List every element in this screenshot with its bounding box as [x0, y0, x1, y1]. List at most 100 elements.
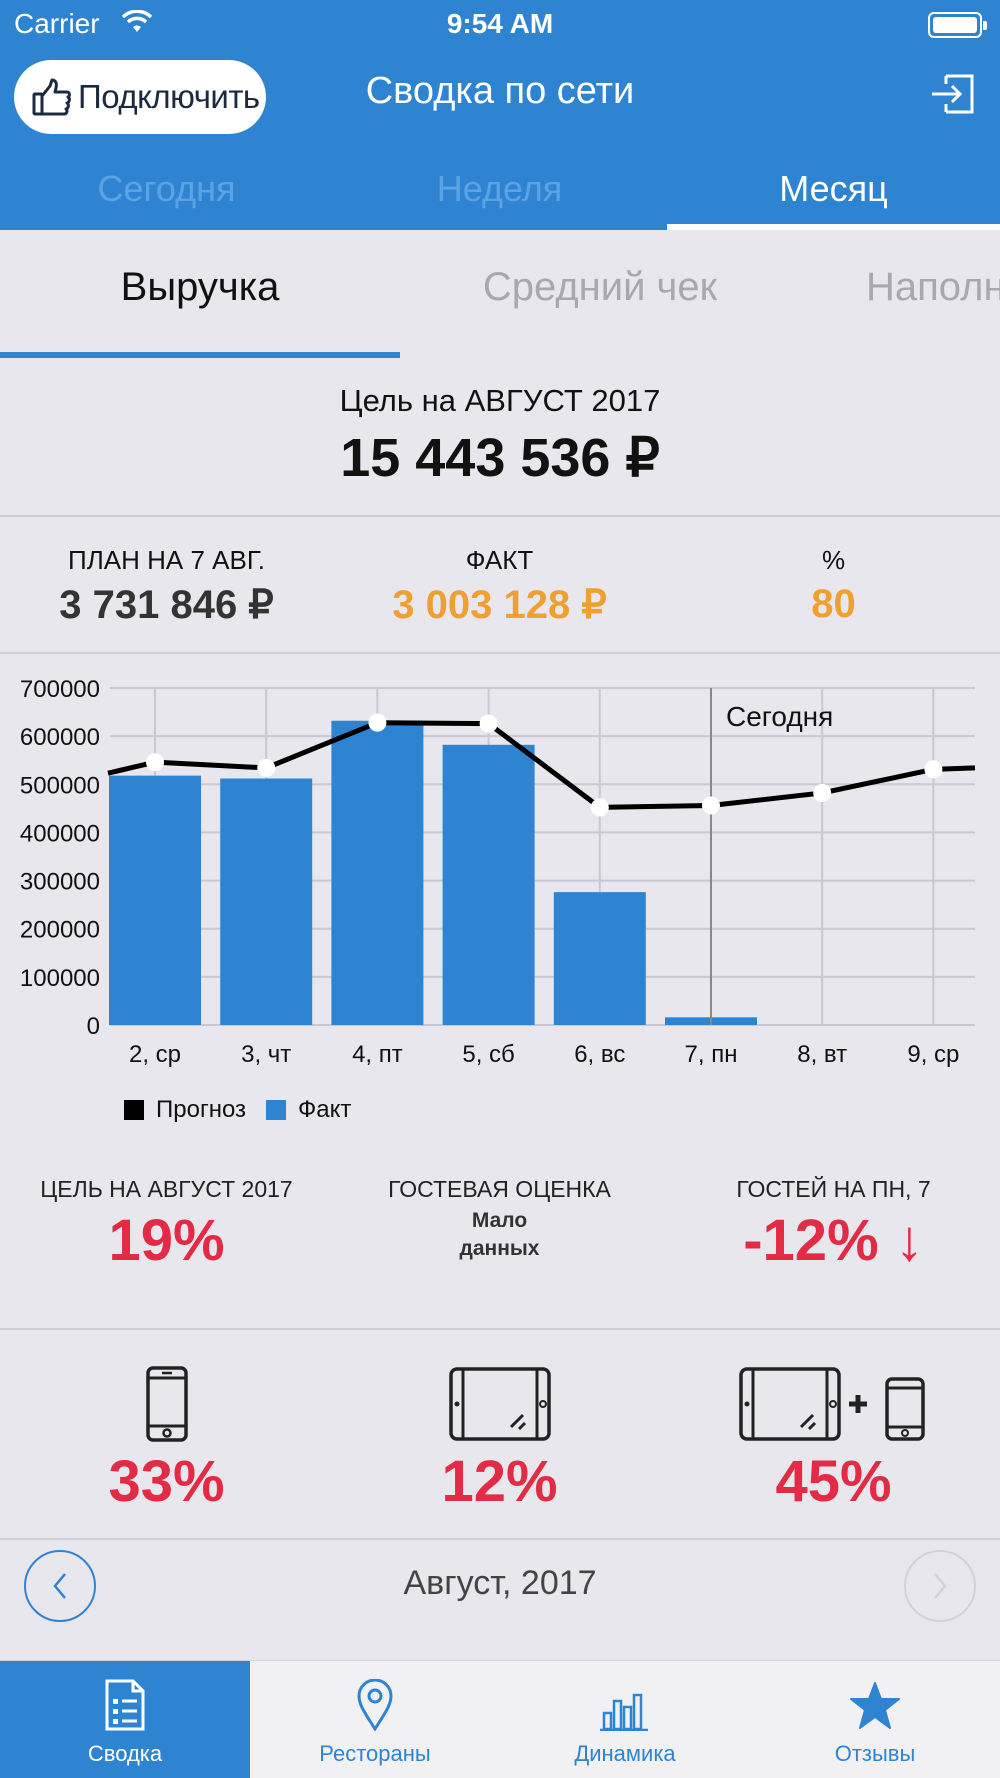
location-pin-icon [357, 1679, 393, 1731]
y-tick-label: 600000 [20, 724, 100, 751]
x-tick-label: 5, сб [462, 1041, 514, 1068]
y-tick-label: 500000 [20, 772, 100, 799]
status-time: 9:54 AM [446, 8, 554, 39]
page-title: Сводка по сети [365, 70, 635, 112]
kpi-guest-rating-note-2: данных [459, 1237, 540, 1260]
tab-week[interactable]: Неделя [436, 168, 563, 209]
y-tick-label: 400000 [20, 820, 100, 847]
kpi-goal-label: ЦЕЛЬ НА АВГУСТ 2017 [40, 1176, 293, 1202]
bar-fact [109, 775, 201, 1025]
point-forecast [257, 758, 276, 777]
stat-percent-value: 80 [811, 582, 856, 626]
device-tablet-phone-value: 45% [775, 1449, 892, 1514]
stat-plan-label: ПЛАН НА 7 АВГ. [68, 545, 265, 575]
tabbar-label-dynamics: Динамика [574, 1741, 676, 1766]
tab-month[interactable]: Месяц [779, 168, 888, 209]
x-tick-label: 7, пн [685, 1041, 738, 1068]
tabbar-label-reviews: Отзывы [834, 1741, 916, 1766]
stat-percent: % 80 [667, 545, 1000, 627]
x-tick-label: 8, вт [797, 1041, 847, 1068]
tab-fill[interactable]: Наполня [866, 265, 1000, 309]
chart-legend: Прогноз Факт [124, 1096, 351, 1124]
kpi-guests-label: ГОСТЕЙ НА ПН, 7 [736, 1176, 931, 1202]
device-phone: 33% [0, 1364, 333, 1515]
bar-fact [442, 744, 535, 1025]
stat-fact-value: 3 003 128 ₽ [392, 583, 607, 627]
stat-percent-label: % [821, 545, 846, 575]
y-tick-label: 300000 [20, 869, 100, 896]
device-tablet-phone: 45% [667, 1364, 1000, 1515]
kpi-guests-value: -12% ↓ [743, 1208, 924, 1273]
next-month-button[interactable] [904, 1550, 976, 1622]
device-tablet-value: 12% [441, 1449, 558, 1514]
kpi-guest-rating: ГОСТЕВАЯ ОЦЕНКА Мало данных [333, 1176, 666, 1263]
y-tick-label: 100000 [20, 965, 100, 992]
tablet-plus-phone-icon [738, 1367, 925, 1441]
summary-icon [105, 1679, 145, 1731]
star-icon [850, 1682, 900, 1729]
month-label: Август, 2017 [403, 1564, 597, 1602]
point-forecast [813, 783, 832, 802]
point-forecast [368, 713, 387, 732]
y-tick-label: 700000 [20, 676, 100, 703]
tabbar-item-reviews[interactable]: Отзывы [750, 1661, 1000, 1778]
thumbs-up-icon [32, 78, 71, 116]
revenue-chart: 0 100000 200000 300000 400000 500000 600000 700… [20, 676, 976, 1068]
x-tick-label: 2, ср [129, 1041, 181, 1068]
stat-fact: ФАКТ 3 003 128 ₽ [333, 545, 666, 628]
tabbar-item-restaurants[interactable]: Рестораны [250, 1661, 500, 1778]
bar-fact [553, 892, 646, 1025]
goal-label: Цель на АВГУСТ 2017 [339, 383, 661, 418]
device-tablet: 12% [333, 1364, 666, 1515]
period-tab-indicator [667, 224, 1000, 230]
stat-plan: ПЛАН НА 7 АВГ. 3 731 846 ₽ [0, 545, 333, 628]
chevron-right-icon [934, 1573, 947, 1599]
x-tick-label: 4, пт [352, 1041, 403, 1068]
series-line-forecast [107, 720, 976, 810]
x-tick-label: 9, ср [907, 1041, 959, 1068]
metric-tab-indicator [0, 352, 400, 358]
point-forecast [146, 753, 164, 772]
tabbar-item-summary[interactable]: Сводка [0, 1661, 250, 1778]
chevron-left-icon [53, 1573, 66, 1599]
stat-plan-value: 3 731 846 ₽ [59, 583, 274, 627]
point-forecast [924, 760, 943, 779]
tab-today[interactable]: Сегодня [97, 168, 236, 209]
y-tick-label: 200000 [20, 917, 100, 944]
x-tick-label: 6, вс [574, 1041, 625, 1068]
point-forecast [702, 796, 720, 815]
today-marker-label: Сегодня [726, 701, 833, 732]
tabbar-label-restaurants: Рестораны [319, 1741, 431, 1766]
kpi-guest-rating-note-1: Мало [471, 1209, 528, 1232]
bar-fact [331, 720, 424, 1025]
kpi-goal-value: 19% [108, 1208, 225, 1273]
goal-value: 15 443 536 ₽ [340, 428, 660, 488]
legend-label-fact: Факт [298, 1096, 352, 1123]
tablet-icon [448, 1367, 551, 1441]
bar-fact [220, 778, 313, 1025]
battery-icon [928, 12, 987, 38]
divider [0, 515, 1000, 517]
phone-icon [145, 1366, 188, 1442]
device-phone-value: 33% [108, 1449, 225, 1514]
legend-swatch-fact [266, 1100, 287, 1120]
divider [0, 1538, 1000, 1540]
status-carrier: Carrier [14, 8, 100, 39]
legend-label-forecast: Прогноз [156, 1096, 247, 1123]
prev-month-button[interactable] [24, 1550, 96, 1622]
logout-icon[interactable] [930, 72, 976, 116]
wifi-icon [122, 10, 152, 32]
tab-average-check[interactable]: Средний чек [482, 265, 718, 309]
stat-fact-label: ФАКТ [465, 545, 534, 575]
point-forecast [479, 714, 498, 733]
tabbar-label-summary: Сводка [87, 1741, 163, 1766]
app-header: Carrier 9:54 AM Подключить Сводка по сет… [0, 0, 1000, 230]
point-forecast [590, 798, 609, 817]
kpi-guests: ГОСТЕЙ НА ПН, 7 -12% ↓ [667, 1176, 1000, 1274]
tab-revenue[interactable]: Выручка [120, 265, 280, 309]
y-tick-label: 0 [87, 1013, 100, 1040]
connect-button[interactable]: Подключить [14, 60, 266, 134]
kpi-guest-rating-label: ГОСТЕВАЯ ОЦЕНКА [388, 1176, 611, 1202]
divider [0, 1328, 1000, 1330]
tabbar-item-dynamics[interactable]: Динамика [500, 1661, 750, 1778]
